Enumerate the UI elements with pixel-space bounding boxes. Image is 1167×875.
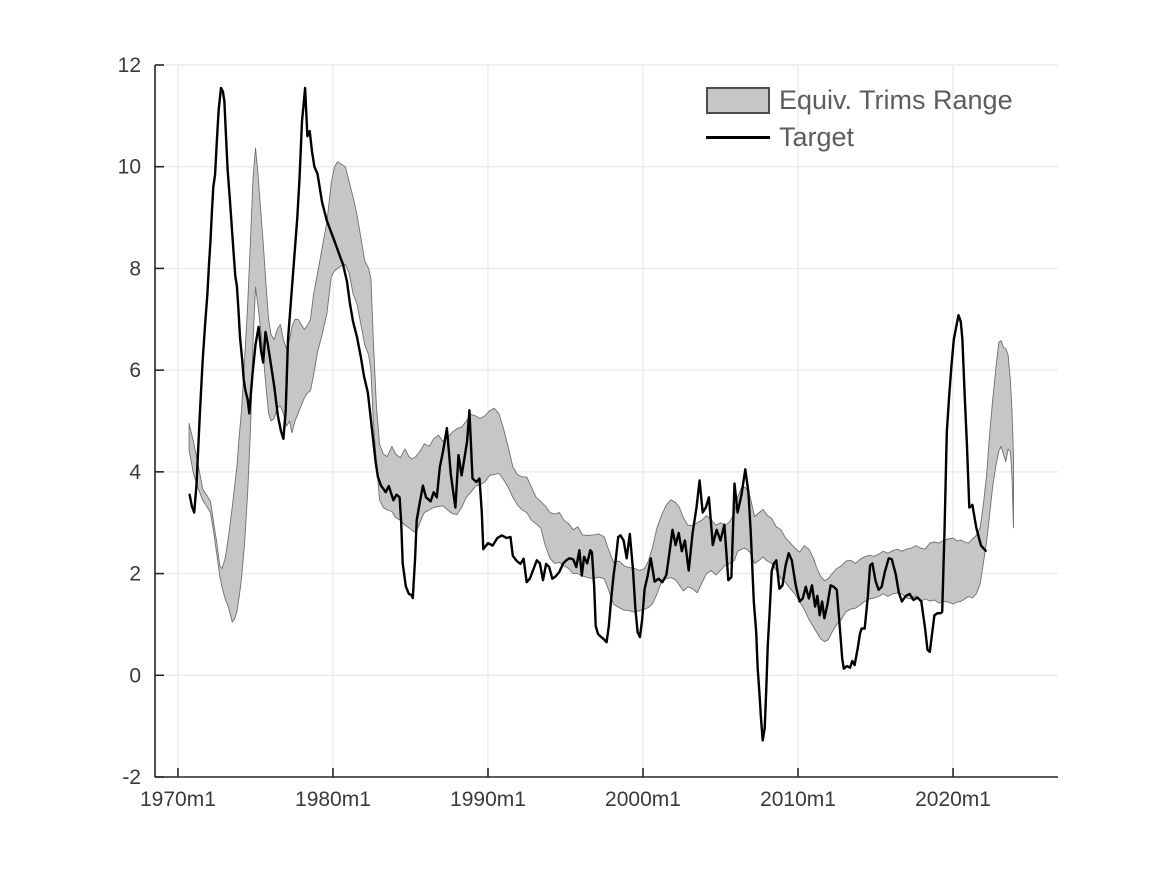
y-tick-label: 12 bbox=[118, 54, 141, 77]
equiv-trims-range-band bbox=[188, 147, 1014, 643]
line-swatch-icon bbox=[706, 135, 770, 139]
legend-item-target: Target bbox=[706, 121, 1013, 153]
y-tick-label: 8 bbox=[129, 257, 141, 280]
x-tick-label: 1980m1 bbox=[295, 788, 371, 811]
y-tick-label: 4 bbox=[129, 461, 141, 484]
y-tick-label: 0 bbox=[129, 664, 141, 687]
x-tick-label: 1990m1 bbox=[450, 788, 526, 811]
x-tick-label: 2000m1 bbox=[605, 788, 681, 811]
x-tick-label: 2020m1 bbox=[915, 788, 991, 811]
x-tick-label: 1970m1 bbox=[140, 788, 216, 811]
legend-item-equiv-trims-range: Equiv. Trims Range bbox=[706, 84, 1013, 116]
y-tick-label: 6 bbox=[129, 359, 141, 382]
target-line bbox=[188, 86, 987, 742]
x-tick-label: 2010m1 bbox=[760, 788, 836, 811]
chart-legend: Equiv. Trims Range Target bbox=[706, 84, 1013, 153]
band-swatch-icon bbox=[706, 86, 770, 114]
legend-label: Target bbox=[779, 121, 855, 152]
y-tick-label: 2 bbox=[129, 563, 141, 586]
y-tick-label: -2 bbox=[122, 766, 141, 789]
y-tick-label: 10 bbox=[118, 156, 141, 179]
legend-label: Equiv. Trims Range bbox=[779, 84, 1013, 115]
